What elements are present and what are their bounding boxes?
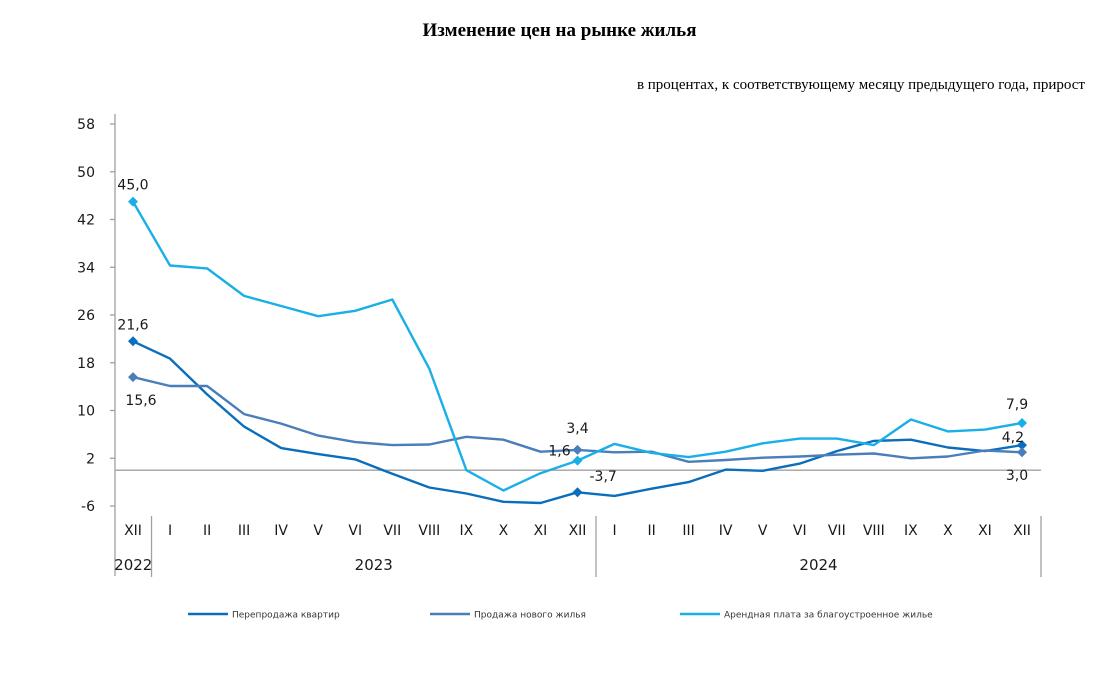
y-tick-label: 58: [77, 117, 95, 133]
y-tick-label: 18: [77, 356, 95, 372]
x-category-label: I: [612, 523, 616, 539]
data-label: 1,6: [548, 444, 570, 460]
x-category-label: VI: [793, 523, 807, 539]
x-category-label: VII: [828, 523, 846, 539]
x-category-label: III: [238, 523, 250, 539]
data-marker: [572, 444, 583, 455]
x-category-label: XII: [1013, 523, 1031, 539]
x-category-label: V: [313, 523, 323, 539]
data-label: 7,9: [1006, 397, 1028, 413]
data-marker: [1017, 418, 1027, 429]
data-marker: [1017, 440, 1027, 451]
year-label: 2022: [114, 556, 152, 574]
data-label: 45,0: [117, 178, 148, 194]
x-category-label: I: [168, 523, 172, 539]
x-category-label: XI: [978, 523, 992, 539]
data-label: 15,6: [125, 393, 156, 409]
y-tick-label: 42: [77, 213, 95, 229]
legend-label-3: Арендная плата за благоустроенное жилье: [724, 611, 933, 621]
x-category-label: II: [647, 523, 655, 539]
data-marker: [572, 455, 583, 466]
y-tick-label: -6: [81, 499, 95, 515]
x-category-label: VIII: [863, 523, 885, 539]
x-category-label: V: [758, 523, 768, 539]
x-category-label: VIII: [418, 523, 440, 539]
y-tick-label: 34: [77, 260, 95, 276]
year-label: 2023: [355, 556, 393, 574]
data-marker: [572, 487, 583, 498]
data-marker: [128, 336, 138, 347]
legend-label-1: Перепродажа квартир: [232, 611, 340, 621]
x-category-label: XII: [124, 523, 142, 539]
x-category-label: IX: [904, 523, 918, 539]
data-label: 4,2: [1002, 430, 1024, 446]
data-label: 3,0: [1006, 468, 1028, 484]
x-category-label: III: [682, 523, 694, 539]
x-category-label: X: [499, 523, 509, 539]
legend: Перепродажа квартир Продажа нового жилья А…: [188, 611, 933, 621]
series-lines: [128, 196, 1027, 505]
data-label: -3,7: [590, 469, 617, 485]
data-marker: [128, 372, 138, 383]
x-category-label: IV: [719, 523, 733, 539]
data-marker: [1017, 447, 1027, 458]
data-label: 21,6: [117, 317, 148, 333]
x-category-label: X: [943, 523, 953, 539]
x-category-label: VI: [348, 523, 362, 539]
y-tick-label: 26: [77, 308, 95, 324]
x-category-label: VII: [383, 523, 401, 539]
chart-subtitle: в процентах, к соответствующему месяцу п…: [636, 77, 1085, 93]
x-category-label: XI: [534, 523, 548, 539]
x-category-label: XII: [569, 523, 587, 539]
x-category-label: II: [203, 523, 211, 539]
chart-title: Изменение цен на рынке жилья: [422, 20, 697, 41]
data-labels: 21,6 -3,7 4,2 15,6 3,4 3,0 45,0 1,6 7,9: [117, 178, 1028, 486]
data-label: 3,4: [566, 421, 588, 437]
x-category-label: IX: [460, 523, 474, 539]
year-label: 2024: [799, 556, 837, 574]
y-tick-label: 50: [77, 165, 95, 181]
y-tick-label: 10: [77, 404, 95, 420]
x-category-label: IV: [274, 523, 288, 539]
legend-label-2: Продажа нового жилья: [474, 611, 586, 621]
y-tick-label: 2: [86, 451, 95, 467]
data-marker: [128, 196, 138, 207]
